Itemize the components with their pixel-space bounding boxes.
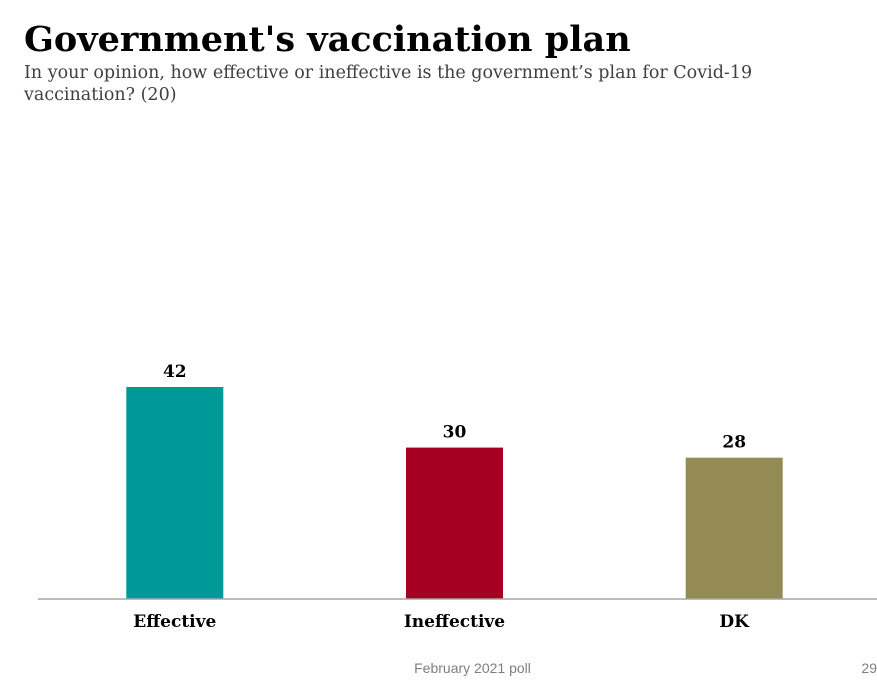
page-title: Government's vaccination plan: [24, 19, 631, 60]
footer-source: February 2021 poll: [414, 660, 531, 676]
data-label-ineffective: 30: [443, 423, 467, 443]
bar-ineffective: [406, 447, 503, 599]
category-label-dk: DK: [719, 612, 750, 632]
bar-dk: [685, 457, 783, 599]
page-number-text: 29: [861, 660, 877, 676]
data-label-effective: 42: [163, 362, 187, 382]
data-label-dk: 28: [722, 433, 746, 453]
bar-effective: [126, 387, 224, 599]
category-label-effective: Effective: [133, 612, 216, 632]
page-number: 29: [0, 660, 877, 676]
category-label-ineffective: Ineffective: [404, 612, 505, 632]
chart-subtitle: In your opinion, how effective or ineffe…: [24, 63, 753, 105]
